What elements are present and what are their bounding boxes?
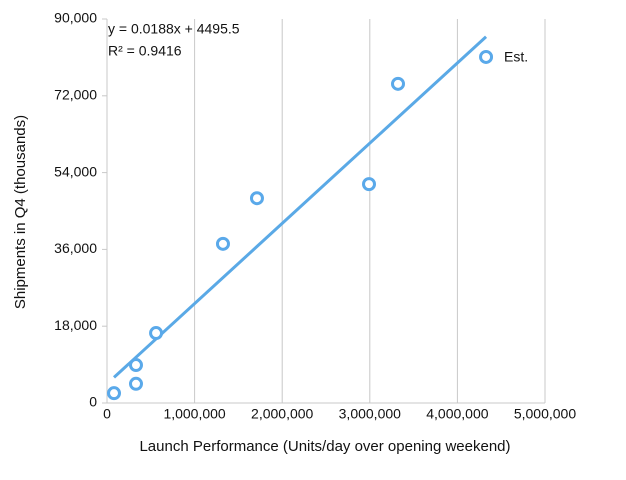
y-tick-label: 90,000 xyxy=(54,10,97,26)
point xyxy=(149,326,164,341)
point xyxy=(362,177,377,192)
point xyxy=(128,376,143,391)
point xyxy=(215,236,230,251)
point-label: Est. xyxy=(504,49,528,65)
y-tick-label: 0 xyxy=(89,394,97,410)
point xyxy=(107,386,122,401)
annotation: R² = 0.9416 xyxy=(108,43,182,59)
trendline xyxy=(112,35,488,379)
y-tick-label: 18,000 xyxy=(54,317,97,333)
x-tick-label: 1,000,000 xyxy=(163,406,225,422)
point xyxy=(249,191,264,206)
y-tick-label: 72,000 xyxy=(54,87,97,103)
x-tick-label: 2,000,000 xyxy=(251,406,313,422)
point xyxy=(479,49,494,64)
y-tick-label: 54,000 xyxy=(54,163,97,179)
x-tick-label: 4,000,000 xyxy=(426,406,488,422)
point xyxy=(391,76,406,91)
x-tick-label: 0 xyxy=(103,406,111,422)
x-tick-label: 3,000,000 xyxy=(339,406,401,422)
annotation: y = 0.0188x + 4495.5 xyxy=(108,21,240,37)
y-tick-label: 36,000 xyxy=(54,240,97,256)
x-axis-label: Launch Performance (Units/day over openi… xyxy=(139,438,510,455)
y-axis-label: Shipments in Q4 (thousands) xyxy=(12,115,29,309)
x-tick-label: 5,000,000 xyxy=(514,406,576,422)
point xyxy=(128,358,143,373)
